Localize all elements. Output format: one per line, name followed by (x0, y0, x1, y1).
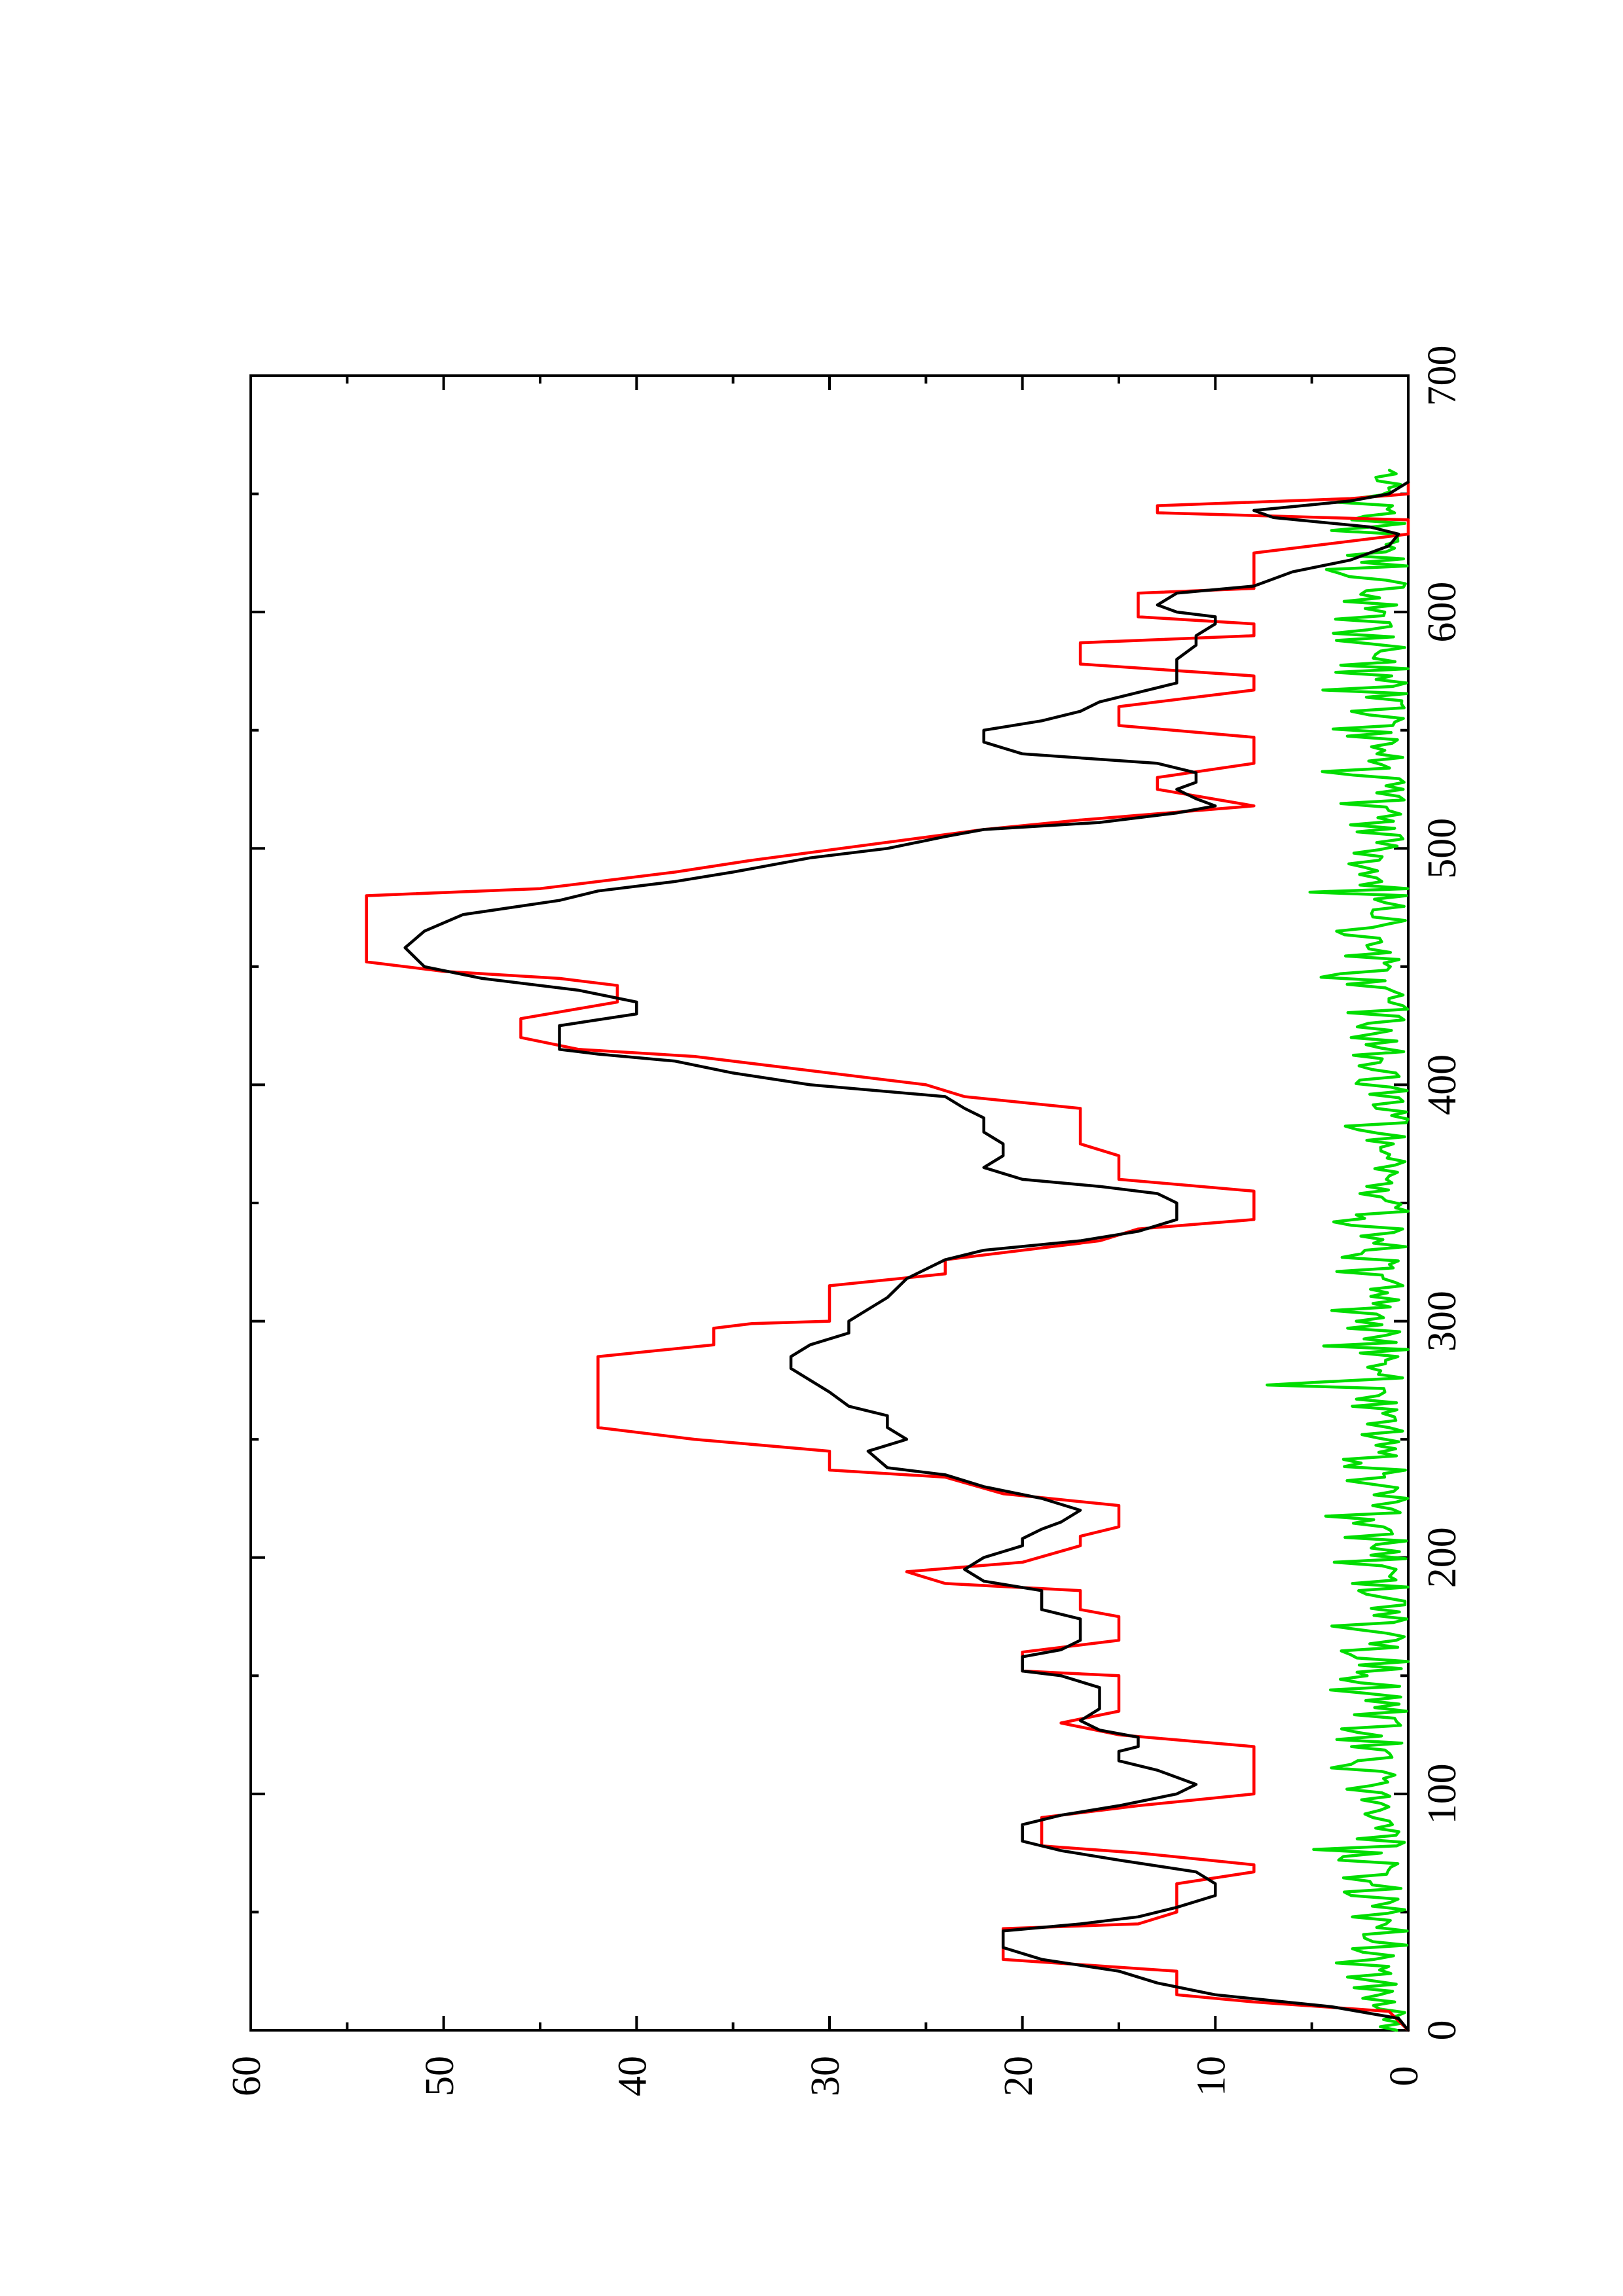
x-tick-label: 600 (1420, 582, 1465, 643)
x-tick-label: 0 (1420, 2020, 1465, 2041)
plot-area: 0 100 200 300 400 500 600 700 0 10 20 30 40 50 60 (225, 346, 1465, 2097)
x-tick-label: 400 (1420, 1054, 1465, 1115)
series-black-line (403, 480, 1410, 2032)
y-tick-label: 0 (1382, 2066, 1427, 2087)
x-tick-label: 300 (1420, 1291, 1465, 1352)
series-red-step-line (365, 480, 1410, 2032)
y-tick-label: 20 (996, 2056, 1041, 2096)
y-tick-label: 60 (225, 2056, 269, 2096)
x-tick-label: 500 (1420, 818, 1465, 879)
x-tick-label: 700 (1420, 346, 1465, 406)
series-green-noise-line (1266, 469, 1410, 2032)
x-tick-label: 100 (1420, 1763, 1465, 1824)
y-tick-label: 10 (1190, 2056, 1234, 2096)
x-tick-label: 200 (1420, 1527, 1465, 1588)
y-tick-label: 40 (611, 2056, 655, 2096)
y-tick-label: 50 (418, 2056, 462, 2096)
y-tick-label: 30 (803, 2056, 848, 2096)
